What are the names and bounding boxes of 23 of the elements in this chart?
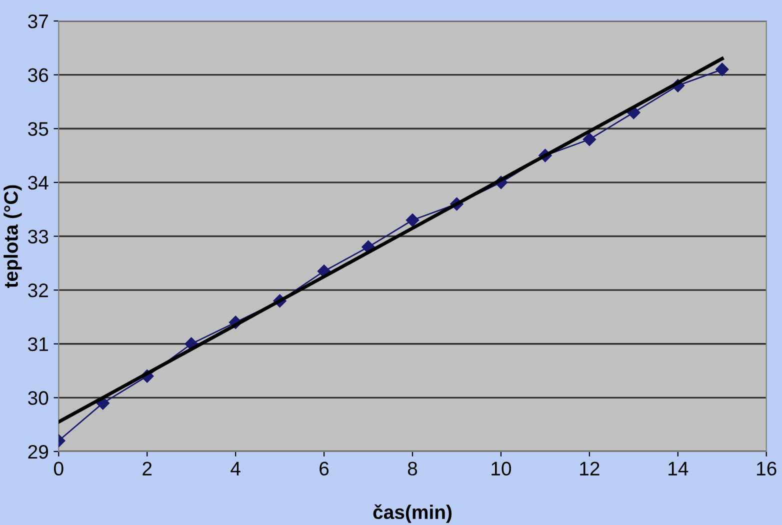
point [406, 214, 420, 227]
y-tick-label: 29 [28, 444, 48, 459]
y-tick-label: 30 [28, 391, 48, 405]
y-tick-label: 34 [28, 176, 48, 190]
x-tick-label: 10 [492, 462, 512, 476]
x-tick-label: 6 [320, 462, 329, 476]
x-tick-label: 8 [408, 462, 418, 476]
y-axis-title: teplota (°C) [4, 185, 22, 288]
x-tick-label: 0 [54, 462, 64, 476]
y-tick-label: 36 [28, 68, 48, 82]
y-tick-label: 31 [28, 337, 48, 352]
x-tick-label: 4 [230, 462, 240, 476]
x-axis-title: čas(min) [373, 504, 452, 523]
x-tick-label: 12 [580, 462, 600, 476]
x-tick-label: 14 [668, 462, 688, 476]
point [716, 62, 729, 76]
y-tick-label: 32 [28, 284, 48, 298]
y-tick-label: 37 [28, 14, 48, 28]
point [582, 132, 596, 146]
x-tick-label: 2 [142, 462, 152, 476]
x-tick-label: 16 [757, 462, 776, 476]
y-tick-label: 35 [28, 122, 48, 136]
y-tick-label: 33 [28, 230, 48, 244]
